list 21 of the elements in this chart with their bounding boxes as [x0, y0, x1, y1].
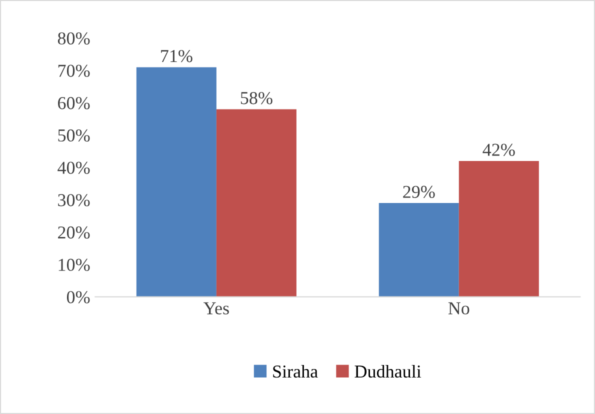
y-tick-label: 10%	[58, 258, 90, 271]
bar	[458, 160, 539, 297]
data-label: 29%	[403, 186, 435, 198]
bar	[136, 67, 216, 297]
x-tick-label: No	[448, 302, 470, 314]
bar	[378, 203, 459, 297]
legend-label: Dudhauli	[354, 364, 422, 378]
y-tick-label: 70%	[58, 64, 90, 77]
y-tick-label: 80%	[58, 32, 90, 45]
x-tick-label: Yes	[203, 302, 229, 314]
data-label: 42%	[482, 144, 515, 156]
y-tick-label: 0%	[66, 291, 90, 304]
data-label: 58%	[240, 92, 272, 104]
y-tick-label: 40%	[58, 162, 90, 174]
y-tick-label: 50%	[58, 129, 90, 142]
y-tick-label: 60%	[58, 97, 90, 110]
data-label: 71%	[161, 50, 192, 62]
y-tick-label: 20%	[58, 226, 90, 239]
bar	[216, 109, 296, 297]
legend-label: Siraha	[273, 364, 318, 378]
y-tick-label: 30%	[58, 194, 90, 206]
